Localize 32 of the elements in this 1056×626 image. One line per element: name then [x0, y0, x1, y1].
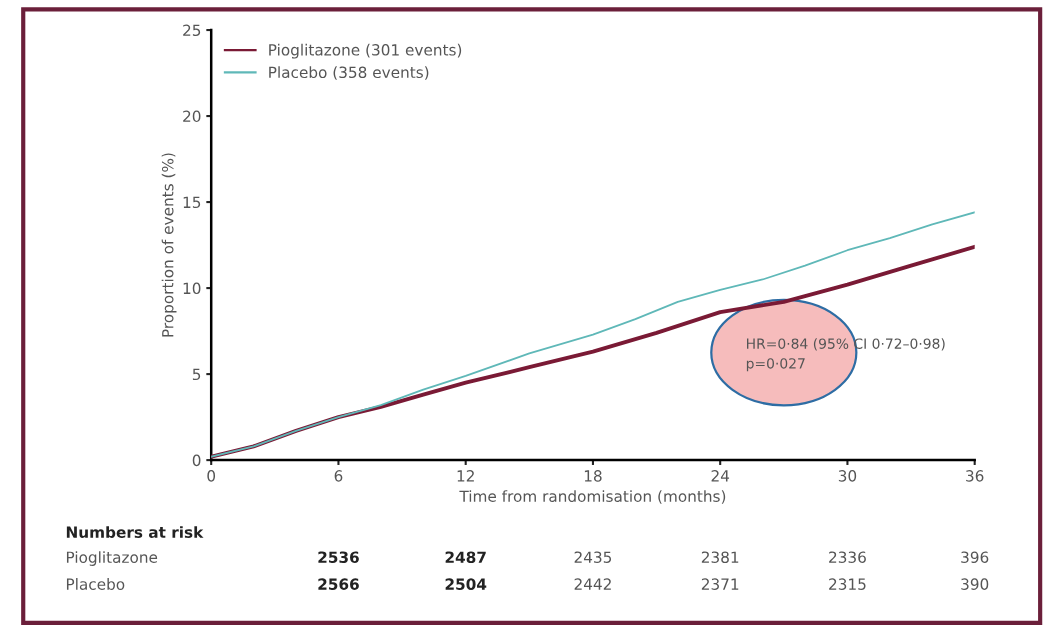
y-tick-label: 5 — [192, 368, 201, 381]
y-tick-label: 15 — [183, 196, 201, 209]
y-tick-label: 20 — [183, 110, 201, 123]
x-tick-label: 30 — [838, 470, 857, 482]
text: 2371 — [701, 578, 739, 590]
text: 396 — [961, 551, 989, 563]
text: 2336 — [829, 551, 866, 563]
text: 390 — [961, 578, 989, 590]
text: 2442 — [574, 578, 611, 590]
text: 2487 — [445, 551, 486, 563]
text: 2566 — [318, 578, 359, 590]
x-tick-label: 6 — [334, 470, 343, 482]
legend-label: Pioglitazone (301 events) — [269, 43, 462, 59]
x-tick-label: 12 — [457, 470, 474, 482]
x-tick-label: 36 — [966, 470, 984, 482]
y-tick-label: 0 — [192, 454, 201, 467]
text: 2536 — [318, 551, 359, 563]
text: 2315 — [829, 578, 866, 590]
text: Pioglitazone — [66, 551, 158, 566]
x-tick-label: 0 — [207, 470, 216, 482]
y-axis-title: Proportion of events (%) — [161, 153, 177, 337]
x-tick-label: 24 — [711, 470, 730, 482]
text: 2504 — [445, 578, 487, 590]
x-axis-title: Time from randomisation (months) — [459, 490, 726, 504]
y-tick-label: 10 — [183, 282, 201, 295]
text: 2435 — [574, 551, 612, 563]
x-tick-label: 18 — [584, 470, 602, 482]
legend-label: Placebo (358 events) — [269, 66, 429, 80]
text: Placebo — [66, 578, 125, 590]
text: 2381 — [701, 551, 739, 563]
y-tick-label: 25 — [183, 24, 201, 37]
text: Numbers at risk — [66, 526, 204, 538]
